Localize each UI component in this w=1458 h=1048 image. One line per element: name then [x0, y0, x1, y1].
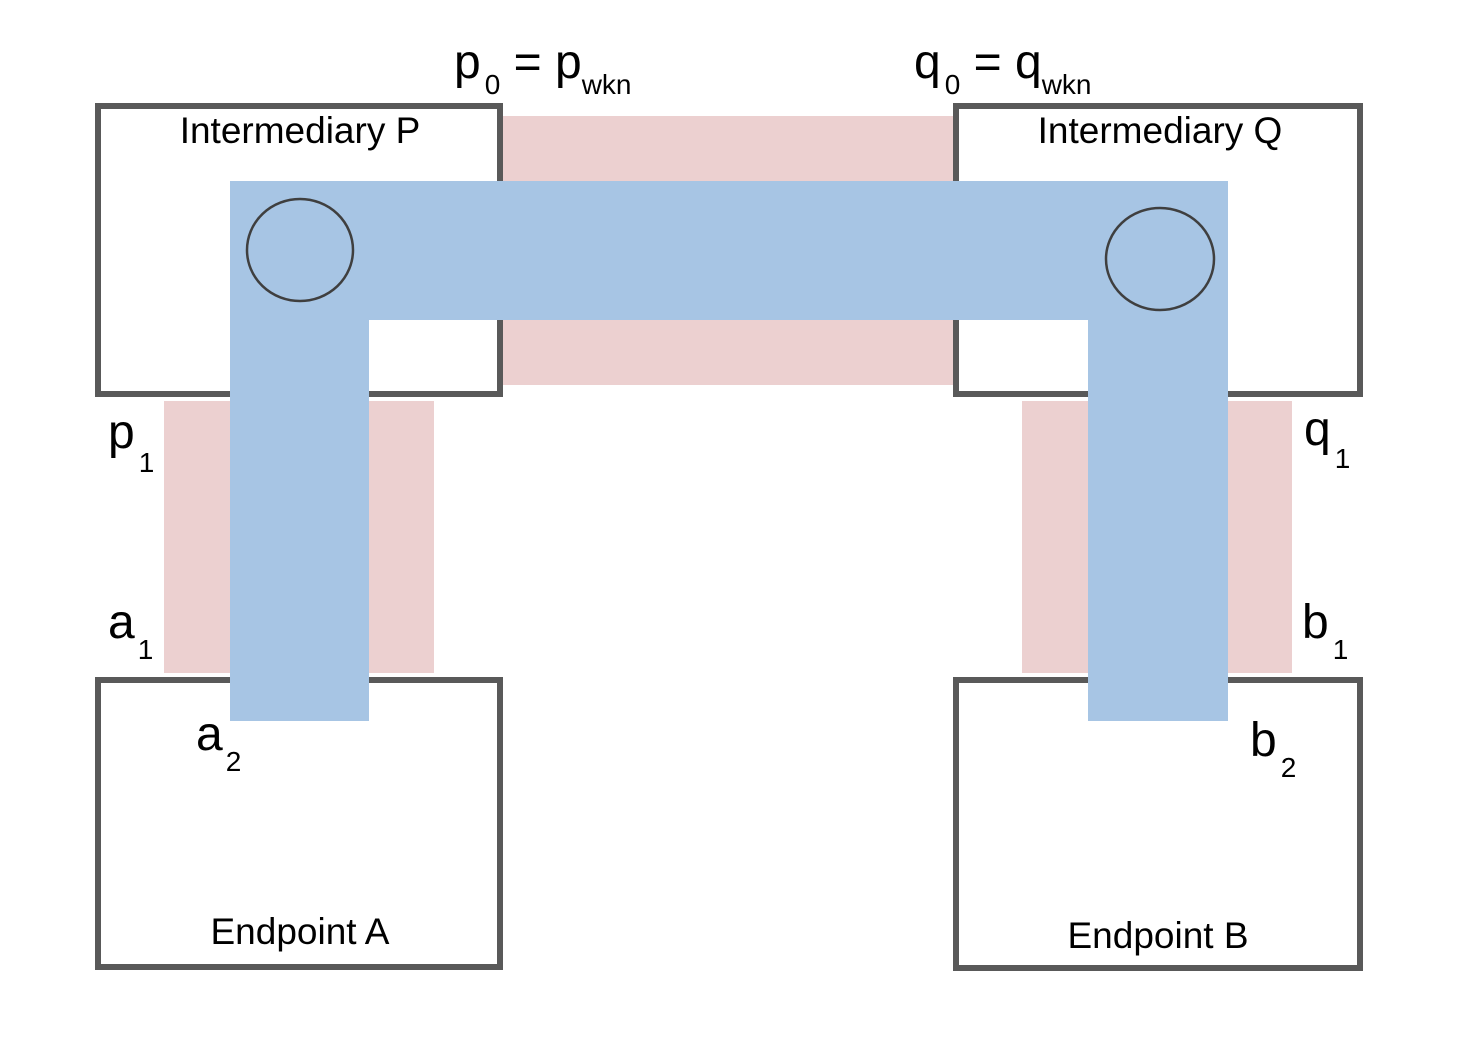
label-p1-base: p [108, 406, 135, 459]
label-q1: q1 [1304, 403, 1350, 474]
label-a2-base: a [196, 708, 223, 761]
label-b2-base: b [1250, 714, 1277, 767]
label-b2: b2 [1250, 714, 1296, 783]
label-q1-base: q [1304, 403, 1331, 456]
nodes [245, 197, 1216, 312]
label-pwkn-base: p [555, 36, 582, 89]
label-p0-sub: 0 [485, 69, 501, 100]
label-b2-sub: 2 [1281, 752, 1297, 783]
label-p0-base: p [454, 36, 481, 89]
label-b1-base: b [1302, 596, 1329, 649]
label-q0-eq: = [960, 36, 1015, 89]
label-b1: b1 [1302, 596, 1348, 665]
label-a1: a1 [108, 596, 153, 665]
label-q0-sub: 0 [945, 69, 961, 100]
endpoint-b-title: Endpoint B [1067, 915, 1248, 956]
label-a1-sub: 1 [138, 634, 154, 665]
intermediary-p-title: Intermediary P [180, 110, 421, 151]
endpoint-a-title: Endpoint A [211, 911, 390, 952]
label-a1-base: a [108, 596, 135, 649]
label-b1-sub: 1 [1333, 634, 1349, 665]
label-a2-sub: 2 [226, 746, 242, 777]
blue-tunnel [230, 181, 1228, 721]
label-p0-eq: = [500, 36, 555, 89]
node-circle-p [245, 197, 355, 303]
intermediary-q-title: Intermediary Q [1038, 110, 1283, 151]
label-pwkn-sub: wkn [581, 69, 632, 100]
node-circle-q [1104, 206, 1216, 312]
label-qwkn-sub: wkn [1041, 69, 1092, 100]
endpoint-b-box [953, 677, 1363, 971]
label-q0-base: q [914, 36, 941, 89]
label-a2: a2 [196, 708, 241, 777]
label-p1-sub: 1 [139, 447, 155, 478]
label-qwkn-base: q [1015, 36, 1042, 89]
blue-tunnel-right-leg [1088, 181, 1228, 721]
blue-tunnel-left-leg [230, 181, 369, 721]
label-q1-sub: 1 [1335, 443, 1351, 474]
blue-tunnel-horizontal [230, 181, 1228, 320]
label-p1: p1 [108, 406, 154, 478]
